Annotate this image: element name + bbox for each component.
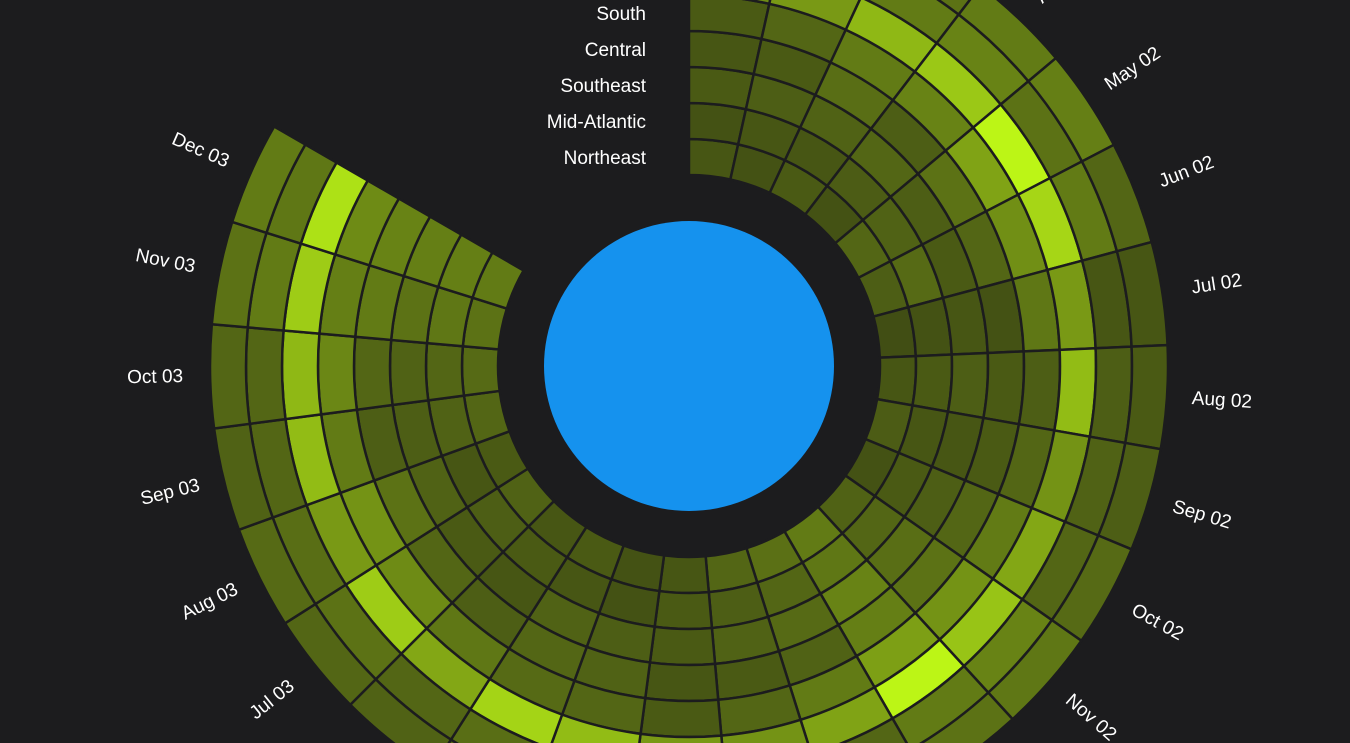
heat-cell <box>1088 345 1134 445</box>
heat-cell <box>911 353 954 414</box>
heat-cell <box>388 338 430 407</box>
heat-cell <box>352 335 394 412</box>
month-label: Sep 02 <box>1170 496 1234 533</box>
heat-cell <box>638 732 724 743</box>
heat-cell <box>741 0 772 6</box>
heat-cell <box>936 0 972 17</box>
month-label: Jul 02 <box>1190 270 1243 298</box>
month-label: Aug 03 <box>178 579 241 624</box>
heat-cell <box>982 350 1026 426</box>
heat-cell <box>460 344 502 398</box>
month-label: Nov 02 <box>1061 690 1120 743</box>
heat-cell <box>946 351 990 420</box>
heat-cell <box>424 341 466 402</box>
ring-label: South <box>596 4 646 25</box>
month-label: Jul 03 <box>246 676 299 724</box>
center-disc <box>544 221 834 511</box>
heat-cell <box>687 101 748 146</box>
heat-cell <box>280 329 323 421</box>
month-label: Dec 03 <box>169 129 233 172</box>
month-label: Nov 03 <box>134 245 197 277</box>
heat-cell <box>550 713 642 743</box>
heat-cell <box>643 661 720 703</box>
month-label: Jun 02 <box>1156 152 1217 192</box>
heat-cell <box>208 322 252 430</box>
heat-cell <box>230 124 308 235</box>
heat-cell <box>316 332 359 416</box>
heat-cell <box>657 553 711 595</box>
month-label: Aug 02 <box>1191 388 1252 413</box>
month-label: Sep 03 <box>138 475 201 510</box>
heat-cell <box>1052 346 1098 439</box>
heat-cell <box>839 716 909 743</box>
heat-cell <box>1017 348 1062 432</box>
ring-label: Northeast <box>564 148 647 169</box>
ring-label: Central <box>585 40 646 61</box>
heat-cell <box>719 718 810 743</box>
heat-cell <box>1123 343 1170 451</box>
heat-cell <box>648 625 717 667</box>
month-label: Oct 02 <box>1128 600 1187 645</box>
heat-cell <box>919 690 1015 743</box>
ring-label: Southeast <box>560 76 646 97</box>
ring-label: Mid-Atlantic <box>547 112 646 133</box>
heat-cell <box>767 0 862 32</box>
heat-cell <box>639 696 723 739</box>
month-label: Oct 03 <box>127 366 183 388</box>
heat-cell <box>653 589 714 631</box>
month-label: May 02 <box>1101 43 1164 95</box>
heat-cell <box>244 326 287 426</box>
heat-cell <box>875 354 918 407</box>
month-label: Apr 02 <box>1031 0 1085 7</box>
